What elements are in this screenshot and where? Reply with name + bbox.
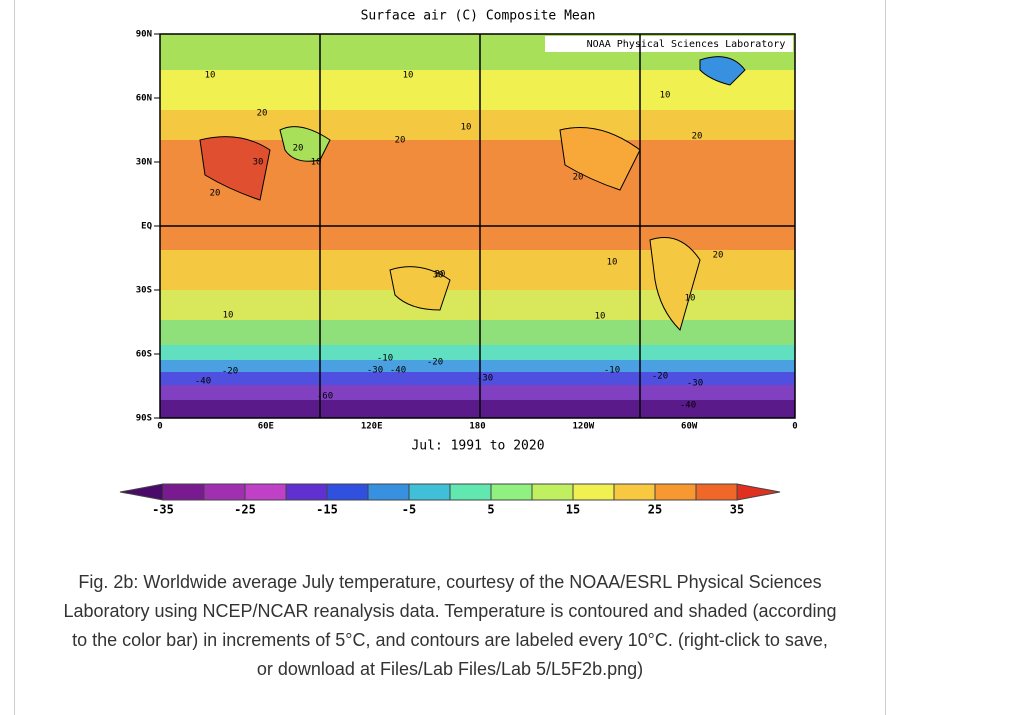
contour-label: -30 <box>477 374 493 384</box>
colorbar-tick-label: -15 <box>316 503 338 517</box>
left-border <box>14 0 15 715</box>
colorbar-box <box>326 483 369 501</box>
colorbar-box <box>613 483 656 501</box>
contour-label: 10 <box>403 71 414 81</box>
colorbar-box <box>490 483 533 501</box>
colorbar-tick-label: -35 <box>152 503 174 517</box>
credit-box <box>545 36 793 52</box>
lat-label: EQ <box>141 222 152 232</box>
contour-label: 30 <box>253 158 264 168</box>
caption: Fig. 2b: Worldwide average July temperat… <box>30 568 870 684</box>
contour-label: 30 <box>433 271 444 281</box>
lon-label: 0 <box>157 422 162 432</box>
colorbar-box <box>244 483 287 501</box>
colorbar-tick-label: -25 <box>234 503 256 517</box>
band <box>160 345 795 360</box>
band <box>160 372 795 385</box>
contour-label: -20 <box>427 358 443 368</box>
lon-label: 120E <box>361 422 383 432</box>
band <box>160 290 795 320</box>
lat-label: 60N <box>136 94 152 104</box>
period: Jul: 1991 to 2020 <box>411 439 544 454</box>
colorbar-tick-label: 35 <box>730 503 744 517</box>
band <box>160 385 795 400</box>
contour-label: 20 <box>435 270 446 280</box>
contour-label: -40 <box>680 401 696 411</box>
contour-label: 20 <box>713 251 724 261</box>
lon-label: 120W <box>572 422 594 432</box>
colorbar-box <box>654 483 697 501</box>
colorbar-tick-label: 15 <box>566 503 580 517</box>
contour-label: -20 <box>222 367 238 377</box>
band <box>160 360 795 372</box>
contour-label: 10 <box>607 258 618 268</box>
right-border <box>885 0 886 715</box>
contour-label: 10 <box>311 158 322 168</box>
colorbar-box <box>695 483 738 501</box>
contour-label: 20 <box>257 109 268 119</box>
band <box>160 400 795 418</box>
contour-label: -60 <box>317 392 333 402</box>
map: NOAA Physical Sciences Laboratory <box>159 33 796 419</box>
colorbar-box <box>367 483 410 501</box>
map-title: Surface air (C) Composite Mean <box>361 9 596 24</box>
contour-label: 20 <box>573 173 584 183</box>
contour-label: 10 <box>223 311 234 321</box>
contour-label: 10 <box>595 312 606 322</box>
band <box>160 70 795 110</box>
contour-label: 10 <box>685 294 696 304</box>
colorbar-box <box>531 483 574 501</box>
continent <box>649 237 701 331</box>
caption-line: or download at Files/Lab Files/Lab 5/L5F… <box>256 659 644 679</box>
band <box>160 250 795 290</box>
lon-label: 60E <box>258 422 274 432</box>
credit: NOAA Physical Sciences Laboratory <box>587 39 786 50</box>
contour-label: -30 <box>367 366 383 376</box>
contour-label: 10 <box>205 71 216 81</box>
contour-label: 10 <box>461 123 472 133</box>
band <box>160 320 795 345</box>
colorbar-box <box>408 483 451 501</box>
contour-label: 20 <box>210 189 221 199</box>
caption-line: Laboratory using NCEP/NCAR reanalysis da… <box>63 601 837 621</box>
contour-label: -10 <box>377 354 393 364</box>
lon-label: 0 <box>792 422 797 432</box>
colorbar-tick-label: 25 <box>648 503 662 517</box>
contour-label: -10 <box>604 366 620 376</box>
hot-region <box>199 136 271 201</box>
contour-label: 20 <box>293 144 304 154</box>
continent <box>389 266 451 311</box>
figure: Surface air (C) Composite Mean NOAA Phys… <box>119 9 798 517</box>
caption-line: Fig. 2b: Worldwide average July temperat… <box>78 572 822 592</box>
cold-region <box>699 56 746 86</box>
contour-label: 20 <box>692 132 703 142</box>
colorbar-box <box>572 483 615 501</box>
colorbar-box <box>162 483 205 501</box>
lat-label: 30N <box>136 158 152 168</box>
lon-label: 60W <box>681 422 698 432</box>
lat-label: 60S <box>136 350 152 360</box>
contour-label: -40 <box>195 377 211 387</box>
caption-line: to the color bar) in increments of 5°C, … <box>72 630 828 650</box>
colorbar-tick-label: 5 <box>487 503 494 517</box>
colorbar-arrow <box>736 483 781 501</box>
colorbar-box <box>203 483 246 501</box>
contour-label: -20 <box>652 372 668 382</box>
colorbar-tick-label: -5 <box>402 503 416 517</box>
contour-label: 10 <box>660 91 671 101</box>
lat-label: 90N <box>136 30 152 40</box>
contour-label: 20 <box>395 136 406 146</box>
contour-label: -30 <box>687 379 703 389</box>
band <box>160 110 795 140</box>
colorbar-arrow <box>119 483 164 501</box>
contour-label: -40 <box>390 366 406 376</box>
lon-label: 180 <box>469 422 485 432</box>
colorbar-box <box>285 483 328 501</box>
lat-label: 90S <box>136 414 152 424</box>
lat-label: 30S <box>136 286 152 296</box>
colorbar-box <box>449 483 492 501</box>
